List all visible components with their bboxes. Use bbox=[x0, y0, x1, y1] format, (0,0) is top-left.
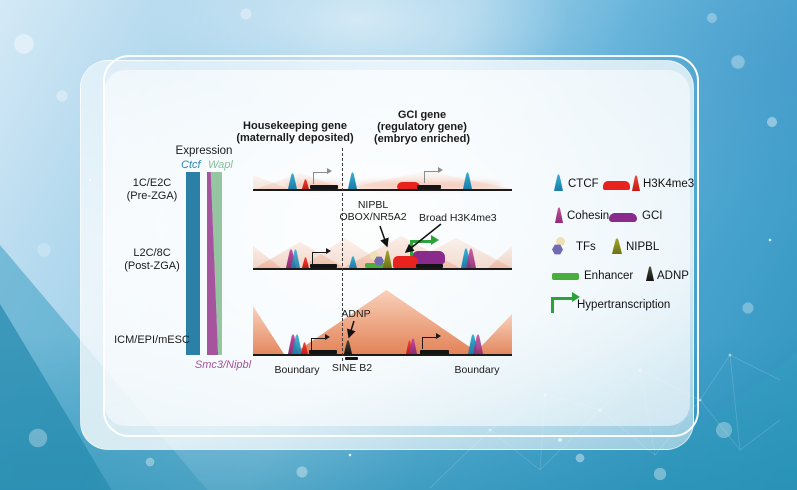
boundary-label-left: Boundary bbox=[274, 364, 320, 376]
ctcf-peak-icon bbox=[554, 174, 563, 191]
housekeeping-header-line2: (maternally deposited) bbox=[236, 132, 354, 144]
stage2-line2: (Post-ZGA) bbox=[124, 259, 180, 272]
boundary-label-right: Boundary bbox=[454, 364, 500, 376]
cohesin-peak bbox=[409, 338, 417, 354]
legend-label-gci: GCI bbox=[642, 210, 663, 222]
legend-label-nipbl: NIPBL bbox=[626, 241, 660, 253]
h3k4me3-peak bbox=[406, 340, 413, 354]
adnp-peak bbox=[344, 340, 352, 354]
wapl-wedge bbox=[210, 172, 222, 355]
tfs-icon bbox=[556, 237, 565, 246]
stage-label-l2c-8c: L2C/8C (Post-ZGA) bbox=[108, 247, 196, 272]
legend-label-h3k4me3: H3K4me3 bbox=[643, 178, 695, 190]
gci-header-line1: GCI gene bbox=[397, 109, 447, 121]
cohesin-peak bbox=[466, 248, 476, 268]
h3k4me3-peak-icon bbox=[632, 175, 640, 191]
smc3-nipbl-label: Smc3/Nipbl bbox=[194, 359, 252, 371]
nipbl-annotation-line1: NIPBL bbox=[357, 199, 389, 211]
tss-arrow-icon bbox=[313, 168, 332, 184]
h3k4me3-peak bbox=[302, 179, 309, 189]
legend-label-tfs: TFs bbox=[576, 241, 596, 253]
panel-outline bbox=[103, 55, 699, 437]
track-line-row3 bbox=[253, 354, 512, 356]
housekeeping-header: Housekeeping gene (maternally deposited) bbox=[222, 120, 368, 144]
gene-body bbox=[416, 264, 443, 268]
column-divider-dashed-line bbox=[342, 148, 343, 361]
enhancer-icon bbox=[552, 273, 579, 280]
ctcf-peak bbox=[291, 249, 300, 268]
gene-body bbox=[420, 350, 449, 355]
nipbl-annotation-line2: OBOX/NR5A2 bbox=[339, 210, 407, 223]
gci-header-line3: (embryo enriched) bbox=[374, 133, 470, 145]
h3k4me3-icon bbox=[603, 181, 630, 190]
stage-label-1c-e2c: 1C/E2C (Pre-ZGA) bbox=[108, 177, 196, 202]
adnp-peak-icon bbox=[646, 266, 654, 281]
panel-inner-highlight bbox=[104, 70, 690, 426]
gene-body bbox=[309, 350, 337, 354]
tfs-hexagon-icon bbox=[552, 244, 563, 255]
tss-arrow-icon bbox=[424, 167, 443, 183]
smc3-nipbl-wedge bbox=[207, 172, 219, 355]
housekeeping-header-line1: Housekeeping gene bbox=[243, 120, 347, 132]
legend-label-hypertranscription: Hypertranscription bbox=[577, 299, 671, 311]
sine-b2-element bbox=[345, 357, 358, 360]
wapl-smc3-expression-bar bbox=[207, 172, 222, 355]
adnp-annotation: ADNP bbox=[341, 308, 371, 320]
tf-circle-icon bbox=[370, 251, 379, 260]
nipbl-peak bbox=[383, 250, 392, 268]
ctcf-peak bbox=[292, 334, 302, 354]
ctcf-peak bbox=[463, 172, 472, 189]
gci-header: GCI gene (regulatory gene) (embryo enric… bbox=[352, 109, 492, 145]
track-line-row1 bbox=[253, 189, 512, 191]
legend-label-ctcf: CTCF bbox=[568, 178, 599, 190]
tad-domain bbox=[253, 306, 284, 354]
nipbl-peak-icon bbox=[612, 238, 622, 254]
cohesin-peak bbox=[286, 249, 296, 268]
legend-label-cohesin: Cohesin bbox=[567, 210, 610, 222]
sine-b2-label: SINE B2 bbox=[331, 362, 373, 374]
legend-label-enhancer: Enhancer bbox=[584, 270, 634, 282]
hypertranscription-icon bbox=[551, 292, 580, 313]
ctcf-expression-bar bbox=[186, 172, 200, 355]
ctcf-peak bbox=[348, 172, 357, 189]
cohesin-peak bbox=[288, 334, 298, 354]
broad-h3k4me3-annotation: Broad H3K4me3 bbox=[419, 212, 497, 224]
ctcf-peak bbox=[288, 173, 297, 189]
wapl-bar-label: Wapl bbox=[208, 159, 233, 171]
tss-arrow-icon bbox=[311, 334, 330, 350]
hypertranscription-arrow bbox=[410, 235, 439, 256]
broad-h3k4me3-domain bbox=[393, 256, 418, 268]
track-line-row2 bbox=[253, 268, 512, 270]
tf-hexagon-icon bbox=[374, 256, 384, 266]
stage1-line2: (Pre-ZGA) bbox=[126, 189, 178, 202]
stage2-line1: L2C/8C bbox=[133, 247, 171, 259]
gci-domain-icon bbox=[609, 213, 637, 222]
nipbl-obox-annotation: NIPBL OBOX/NR5A2 bbox=[322, 199, 424, 223]
gci-header-line2: (regulatory gene) bbox=[377, 121, 467, 133]
ctcf-peak bbox=[349, 256, 357, 268]
gene-body bbox=[310, 185, 338, 189]
tad-triangle bbox=[488, 246, 512, 268]
cohesin-peak-icon bbox=[555, 207, 563, 223]
ctcf-peak bbox=[461, 248, 471, 268]
gci-domain bbox=[412, 251, 445, 264]
expression-title: Expression bbox=[175, 145, 233, 157]
legend-label-adnp: ADNP bbox=[657, 270, 689, 282]
gene-body bbox=[417, 185, 441, 189]
ctcf-bar-label: Ctcf bbox=[181, 159, 201, 171]
gene-body bbox=[310, 264, 337, 268]
enhancer-bar bbox=[365, 263, 391, 268]
stage1-line1: 1C/E2C bbox=[132, 177, 172, 189]
tss-arrow-icon bbox=[312, 248, 331, 264]
tss-arrow-icon bbox=[422, 333, 441, 349]
h3k4me3-peak bbox=[302, 257, 309, 268]
ctcf-peak bbox=[468, 334, 478, 354]
stage-label-icm-epi-mesc: ICM/EPI/mESC bbox=[114, 334, 190, 346]
h3k4me3-peak bbox=[301, 342, 308, 354]
cohesin-peak bbox=[473, 334, 483, 354]
h3k4me3-domain bbox=[397, 182, 420, 189]
